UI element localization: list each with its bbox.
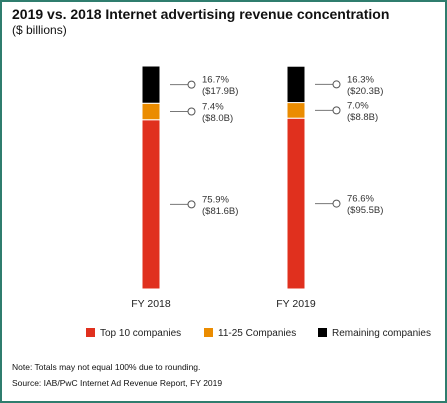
data-label-pct-1-0: 76.6% (347, 194, 374, 205)
data-label-value-0-1: ($8.0B) (202, 113, 233, 124)
bar-segment-0-2 (141, 65, 161, 104)
data-label-pct-0-2: 16.7% (202, 75, 229, 86)
legend-swatch-0 (86, 328, 95, 337)
source-note: Source: IAB/PwC Internet Ad Revenue Repo… (12, 378, 223, 388)
data-label-value-0-0: ($81.6B) (202, 206, 238, 217)
bar-segment-1-0 (286, 117, 306, 290)
data-label-value-1-0: ($95.5B) (347, 205, 383, 216)
legend-swatch-2 (318, 328, 327, 337)
category-label-1: FY 2019 (276, 298, 316, 310)
leader-dot-0-0 (187, 200, 196, 209)
bar-segment-0-0 (141, 119, 161, 290)
leader-dot-1-1 (332, 106, 341, 115)
leader-dot-1-0 (332, 199, 341, 208)
leader-dot-0-1 (187, 107, 196, 116)
bar-segment-1-1 (286, 102, 306, 119)
data-label-pct-0-0: 75.9% (202, 194, 229, 205)
bar-segment-0-1 (141, 102, 161, 121)
data-label-value-1-1: ($8.8B) (347, 112, 378, 123)
footnote: Note: Totals may not equal 100% due to r… (12, 362, 201, 372)
legend-label-2: Remaining companies (332, 328, 431, 339)
bar-segment-1-2 (286, 65, 306, 104)
category-label-0: FY 2018 (131, 298, 171, 310)
leader-dot-1-2 (332, 80, 341, 89)
data-label-pct-1-1: 7.0% (347, 100, 369, 111)
data-label-pct-0-1: 7.4% (202, 101, 224, 112)
legend-swatch-1 (204, 328, 213, 337)
legend-label-1: 11-25 Companies (218, 328, 296, 339)
chart-subtitle: ($ billions) (12, 23, 67, 37)
data-label-value-1-2: ($20.3B) (347, 86, 383, 97)
legend-label-0: Top 10 companies (100, 328, 181, 339)
chart-title: 2019 vs. 2018 Internet advertising reven… (12, 6, 390, 22)
data-label-value-0-2: ($17.9B) (202, 86, 238, 97)
leader-dot-0-2 (187, 80, 196, 89)
data-label-pct-1-2: 16.3% (347, 74, 374, 85)
